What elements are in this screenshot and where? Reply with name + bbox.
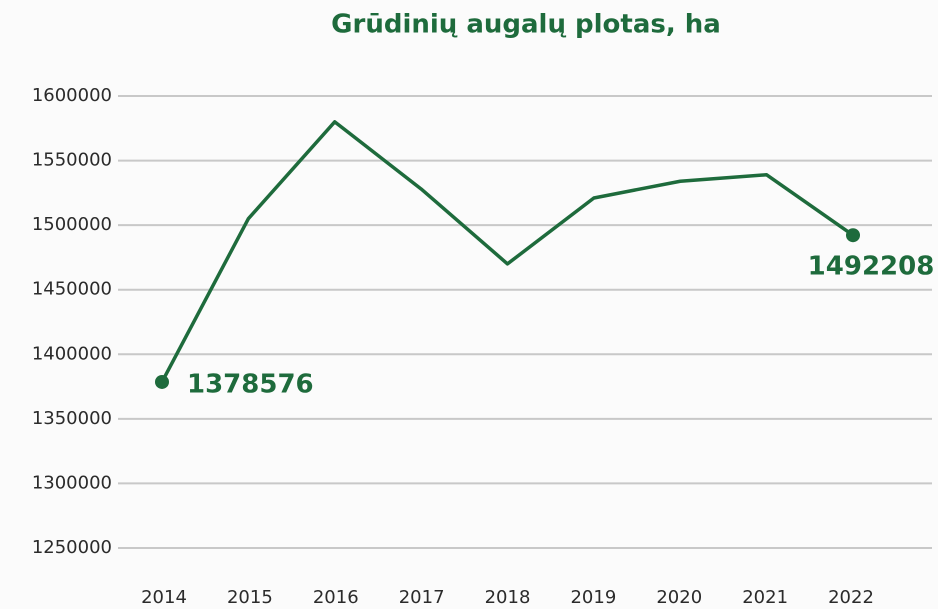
line [160, 120, 855, 383]
point [155, 374, 169, 389]
y-tick-label: 1350000 [32, 408, 112, 429]
x-tick-label: 2020 [656, 587, 702, 608]
x-tick-label: 2022 [828, 587, 874, 608]
data-label: 1378576 [187, 369, 314, 399]
x-tick-label: 2017 [399, 587, 445, 608]
x-tick-label: 2018 [485, 587, 531, 608]
y-tick-label: 1550000 [32, 150, 112, 171]
y-tick-label: 1250000 [32, 537, 112, 558]
data-label: 1492208 [808, 252, 935, 282]
y-tick-label: 1600000 [32, 85, 112, 106]
y-tick-label: 1500000 [32, 214, 112, 235]
x-tick-label: 2015 [227, 587, 273, 608]
x-tick-label: 2014 [141, 587, 187, 608]
y-tick-label: 1300000 [32, 472, 112, 493]
point [846, 228, 860, 243]
x-tick-label: 2019 [570, 587, 616, 608]
y-tick-label: 1400000 [32, 343, 112, 364]
y-tick-label: 1450000 [32, 279, 112, 300]
chart-title: Grūdinių augalų plotas, ha [331, 10, 721, 40]
x-tick-label: 2021 [742, 587, 788, 608]
x-tick-label: 2016 [313, 587, 359, 608]
